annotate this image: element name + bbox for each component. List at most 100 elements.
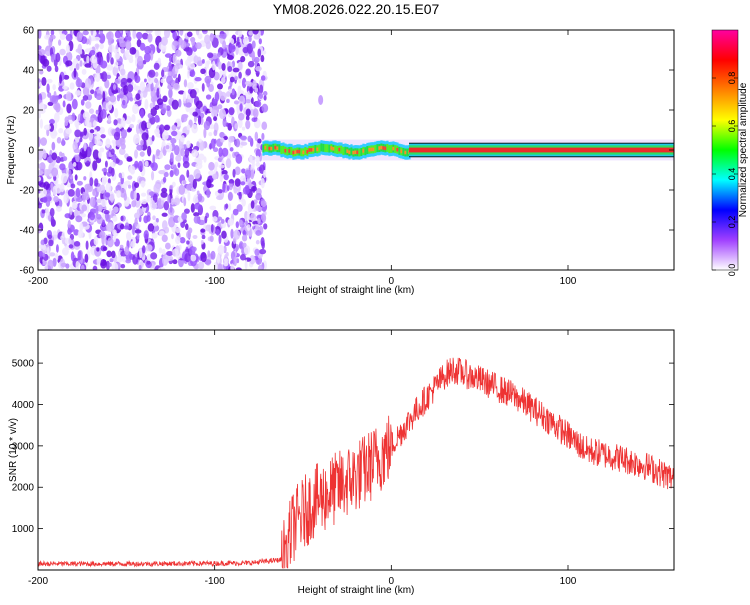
noise-speck — [47, 92, 52, 98]
noise-speck — [205, 60, 210, 69]
noise-speck — [167, 84, 172, 90]
noise-speck — [163, 30, 171, 39]
noise-speck — [230, 228, 234, 239]
band-core — [409, 147, 674, 153]
noise-speck — [99, 184, 106, 194]
noise-speck — [83, 193, 90, 201]
noise-speck — [260, 200, 267, 208]
noise-speck — [178, 98, 182, 108]
band-peak — [298, 149, 301, 154]
noise-speck — [161, 234, 168, 243]
noise-speck — [241, 77, 247, 89]
band-cell — [318, 144, 321, 153]
noise-speck — [50, 215, 55, 226]
noise-speck — [252, 30, 259, 35]
band-peak — [264, 145, 267, 150]
noise-speck — [140, 139, 144, 146]
noise-speck — [255, 66, 262, 72]
band-peak — [312, 147, 315, 152]
noise-speck — [193, 215, 200, 224]
noise-speck — [241, 198, 246, 207]
noise-speck — [208, 170, 215, 176]
noise-speck — [262, 90, 268, 97]
noise-speck — [193, 115, 197, 123]
noise-speck — [250, 212, 257, 222]
band-cell — [300, 148, 303, 157]
noise-speck — [238, 71, 242, 79]
noise-speck — [38, 227, 42, 234]
noise-speck — [151, 200, 155, 206]
noise-speck — [70, 251, 75, 262]
noise-speck — [93, 129, 98, 135]
noise-speck — [83, 142, 87, 152]
noise-speck — [38, 55, 41, 61]
noise-speck — [106, 74, 112, 80]
noise-speck — [162, 176, 167, 183]
noise-speck — [217, 104, 223, 110]
noise-speck — [195, 42, 202, 50]
noise-speck — [120, 143, 126, 150]
noise-speck — [163, 124, 171, 131]
noise-speck — [197, 261, 205, 270]
noise-speck — [236, 36, 240, 46]
noise-speck — [48, 36, 53, 48]
noise-speck — [186, 47, 193, 56]
noise-speck — [135, 93, 141, 101]
noise-speck — [83, 176, 87, 181]
noise-speck — [156, 87, 160, 98]
noise-speck — [186, 140, 191, 149]
noise-speck — [147, 33, 153, 43]
noise-speck — [73, 229, 80, 236]
noise-speck — [88, 132, 93, 142]
noise-speck — [193, 168, 201, 179]
noise-speck — [141, 199, 147, 205]
noise-speck — [68, 169, 72, 178]
noise-speck — [208, 224, 212, 234]
noise-speck — [39, 162, 46, 172]
noise-speck — [132, 225, 135, 236]
noise-speck — [108, 262, 112, 267]
noise-speck — [150, 252, 158, 260]
band-cell — [320, 143, 323, 152]
noise-speck — [84, 63, 92, 68]
noise-speck — [229, 43, 236, 53]
noise-speck — [249, 255, 256, 265]
noise-speck — [254, 131, 259, 142]
noise-speck — [65, 33, 73, 42]
y-tick-label: 3000 — [12, 441, 35, 452]
noise-speck — [249, 155, 253, 163]
noise-speck — [186, 240, 190, 245]
noise-speck — [175, 49, 182, 57]
noise-speck — [232, 168, 236, 178]
noise-speck — [182, 180, 187, 185]
noise-speck — [82, 95, 89, 101]
noise-speck — [64, 213, 71, 219]
noise-speck — [227, 203, 232, 211]
noise-speck — [63, 74, 70, 80]
noise-speck — [133, 190, 137, 201]
noise-speck — [242, 46, 249, 54]
colorbar: 0.0 0.2 0.4 0.6 0.8 Normalized spectral ampl… — [711, 29, 749, 277]
noise-speck — [92, 120, 97, 128]
noise-speck — [200, 239, 204, 245]
noise-speck — [189, 55, 193, 61]
noise-speck — [170, 137, 177, 144]
noise-speck — [141, 245, 146, 254]
noise-speck — [48, 123, 55, 132]
noise-speck — [193, 212, 200, 217]
noise-speck — [77, 250, 82, 261]
noise-speck — [234, 76, 239, 81]
noise-speck — [185, 59, 191, 67]
noise-speck — [76, 31, 83, 42]
noise-speck — [189, 89, 197, 99]
noise-speck — [67, 114, 73, 120]
noise-speck — [189, 37, 196, 43]
noise-speck — [172, 259, 178, 265]
noise-speck — [166, 255, 174, 262]
noise-speck — [154, 30, 160, 37]
noise-speck — [180, 135, 185, 143]
noise-speck — [238, 61, 243, 71]
noise-speck — [50, 30, 55, 36]
noise-speck — [107, 237, 114, 248]
colorbar-tick-label: 0.0 — [727, 264, 737, 277]
